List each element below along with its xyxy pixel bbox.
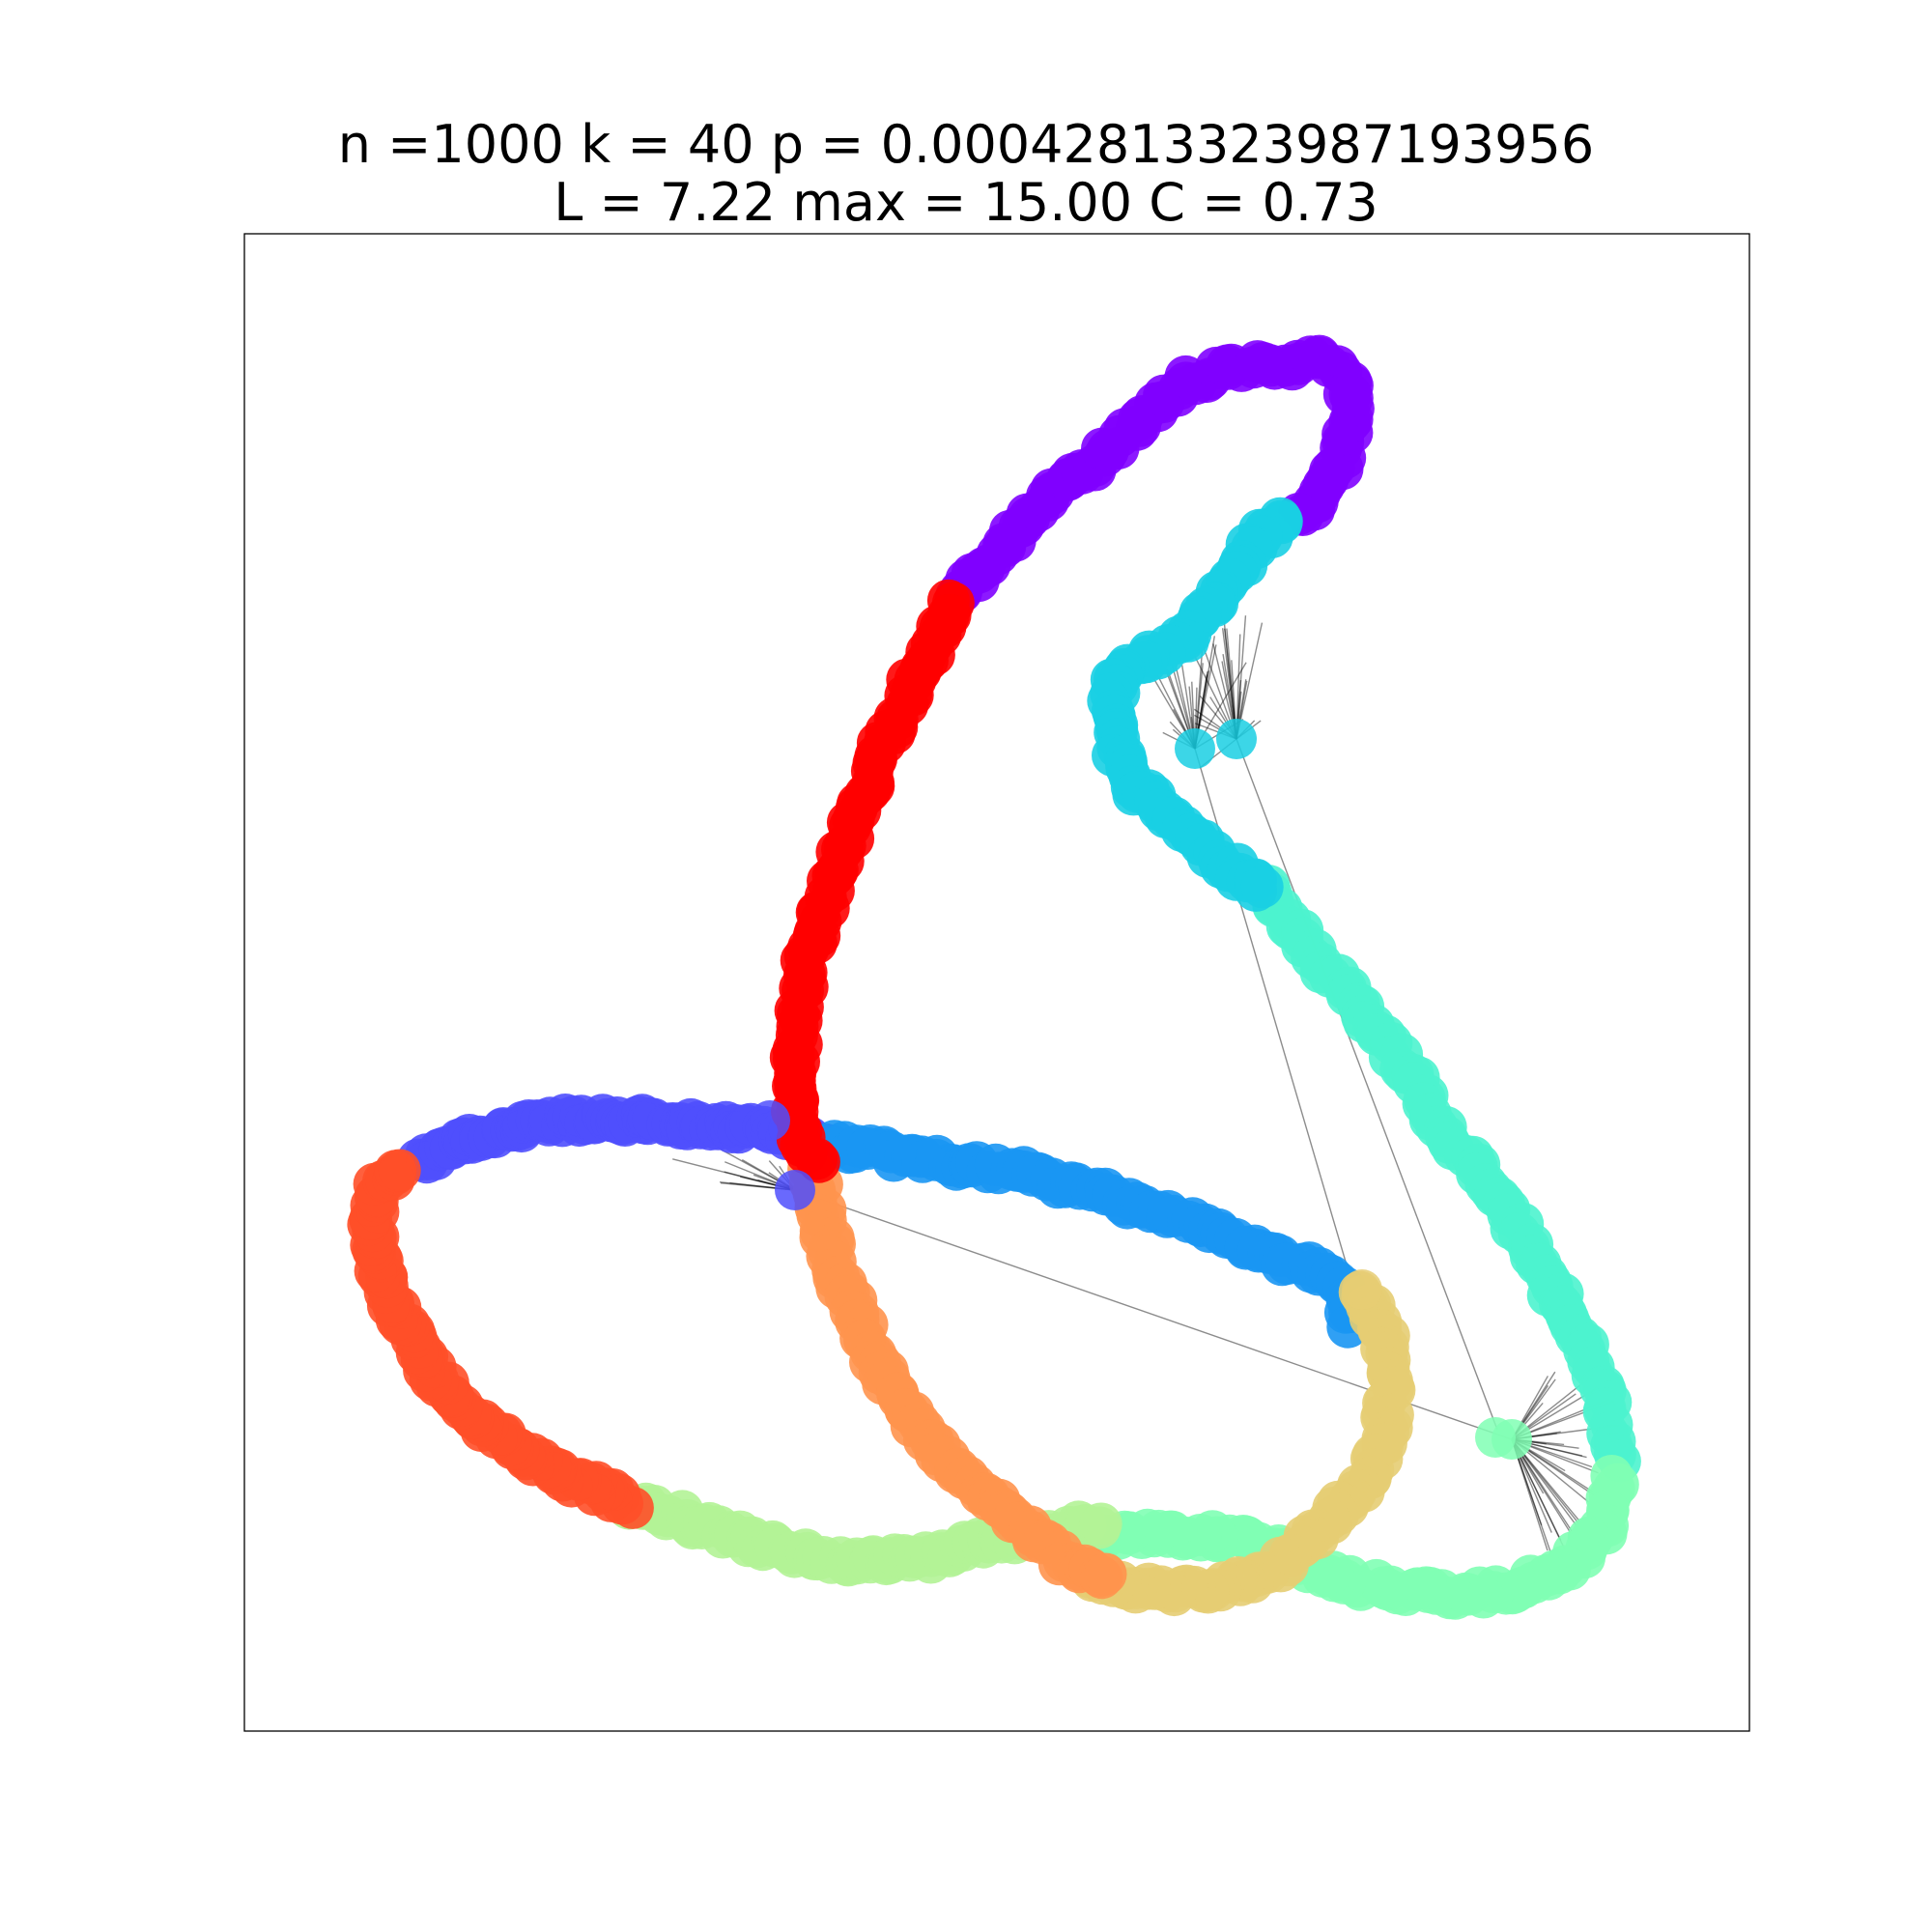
graph-node — [797, 1140, 840, 1183]
graph-node — [1084, 1552, 1127, 1596]
graph-node — [1240, 866, 1284, 909]
plot-title-line-1: n =1000 k = 40 p = 0.0004281332398719395… — [337, 114, 1595, 175]
plot-frame — [243, 233, 1750, 1732]
graph-node — [750, 1100, 790, 1141]
graph-node — [1342, 1269, 1382, 1310]
graph-node — [378, 1149, 421, 1192]
plot-title-line-2: L = 7.22 max = 15.00 C = 0.73 — [554, 172, 1378, 233]
graph-edge — [672, 1158, 796, 1191]
graph-node — [1079, 1502, 1122, 1546]
graph-node — [1475, 1417, 1516, 1458]
graph-node — [775, 1170, 815, 1210]
graph-nodes — [347, 334, 1641, 1620]
graph-edge — [1222, 610, 1237, 740]
graph-node — [1175, 728, 1215, 769]
graph-edge — [1236, 615, 1247, 740]
graph-node — [1216, 719, 1257, 759]
graph-edge — [1236, 738, 1498, 1431]
